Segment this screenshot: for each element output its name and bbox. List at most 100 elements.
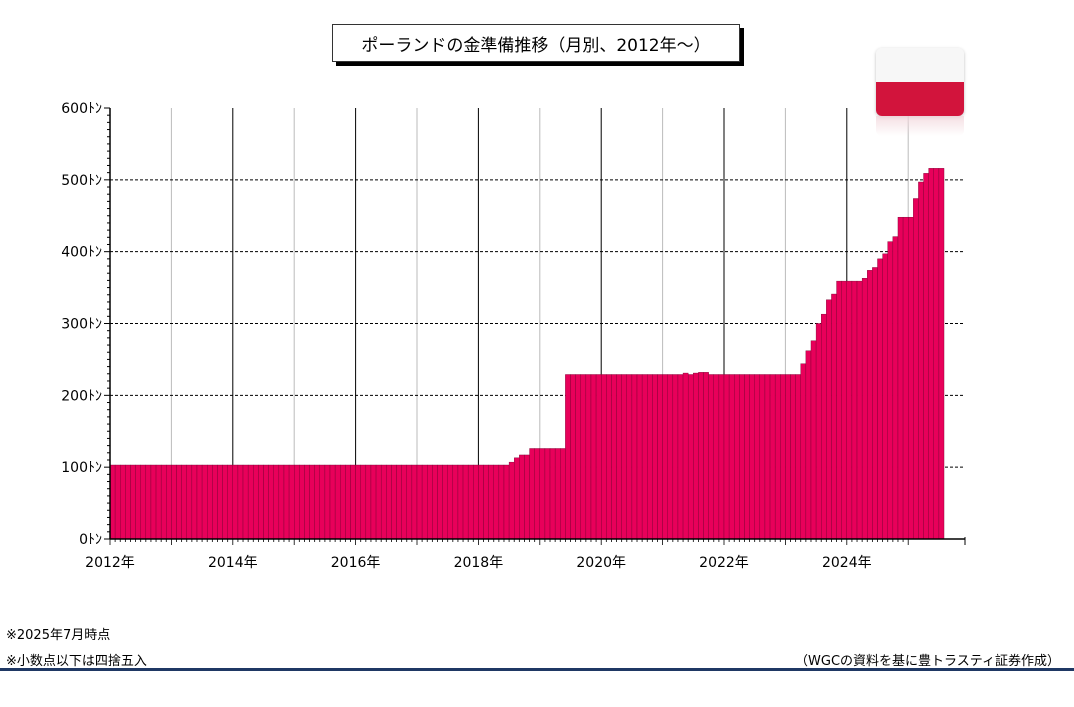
bar — [672, 374, 679, 540]
bar — [140, 464, 147, 540]
bar — [467, 464, 474, 540]
bar — [734, 374, 740, 540]
bar — [304, 464, 310, 540]
bar — [514, 457, 520, 540]
bar — [324, 464, 331, 540]
bar — [887, 241, 894, 540]
footer-rule — [0, 668, 1074, 671]
bar — [636, 374, 643, 540]
y-tick-label: 300ﾄﾝ — [61, 317, 102, 333]
bar — [416, 464, 423, 540]
bar — [902, 216, 909, 540]
bar — [657, 374, 663, 540]
bar — [191, 464, 198, 540]
bar — [309, 464, 315, 540]
bar — [314, 464, 320, 540]
bar — [723, 374, 730, 540]
bar — [923, 173, 929, 540]
bar — [334, 464, 341, 540]
bar — [913, 198, 919, 540]
bar — [590, 374, 597, 540]
bar — [237, 464, 244, 540]
bar — [877, 258, 883, 540]
bar — [667, 374, 674, 540]
bar — [242, 464, 249, 540]
bar — [299, 464, 305, 540]
bar — [764, 374, 771, 540]
bar — [232, 464, 239, 540]
bar — [565, 374, 571, 540]
bar — [283, 464, 290, 540]
bar — [626, 374, 633, 540]
flag-reflection — [876, 116, 964, 136]
chart-title: ポーランドの金準備推移（月別、2012年～） — [332, 24, 740, 62]
bar — [708, 374, 714, 540]
bar — [160, 464, 167, 540]
bar — [442, 464, 448, 540]
bar — [263, 464, 269, 540]
bar — [529, 448, 535, 540]
bar — [815, 323, 822, 540]
bar — [585, 374, 592, 540]
bar — [918, 181, 924, 540]
bar — [114, 464, 121, 540]
bar — [201, 464, 208, 540]
bar — [488, 464, 494, 540]
bar — [462, 464, 469, 540]
bar — [933, 168, 940, 540]
bar — [595, 374, 602, 540]
bar — [452, 464, 459, 540]
bar — [391, 464, 397, 540]
bar — [682, 372, 689, 540]
bar — [744, 374, 750, 540]
bar — [856, 280, 863, 540]
x-tick-label: 2014年 — [208, 555, 258, 571]
bar — [774, 374, 781, 540]
bar — [253, 464, 259, 540]
bar — [928, 168, 934, 540]
x-tick-label: 2020年 — [576, 555, 626, 571]
y-tick-label: 0ﾄﾝ — [79, 532, 102, 548]
bar — [693, 372, 699, 540]
bar — [892, 236, 899, 540]
bar — [544, 448, 551, 540]
bar — [759, 374, 766, 540]
bar — [457, 464, 464, 540]
bar — [360, 464, 367, 540]
chart-axes — [104, 107, 966, 545]
bar — [713, 374, 720, 540]
x-axis-labels: 2012年 2014年 2016年 2018年 2020年 2022年 2024年 — [85, 555, 871, 571]
bar — [631, 374, 638, 540]
bar — [554, 448, 561, 540]
bar — [166, 464, 172, 540]
bar — [273, 464, 280, 540]
source-credit: （WGCの資料を基に豊トラスティ証券作成） — [795, 654, 1060, 669]
bar — [872, 267, 878, 540]
bar — [549, 448, 556, 540]
bar — [493, 464, 500, 540]
bar — [570, 374, 576, 540]
x-tick-label: 2024年 — [822, 555, 872, 571]
bar — [345, 464, 351, 540]
bar — [539, 448, 546, 540]
bar — [800, 363, 807, 540]
bar — [524, 454, 530, 540]
bar — [150, 464, 157, 540]
bar — [580, 374, 587, 540]
bar — [641, 374, 648, 540]
bar — [145, 464, 152, 540]
bar — [483, 464, 489, 540]
bar — [427, 464, 433, 540]
bar — [340, 464, 346, 540]
bar — [227, 464, 234, 540]
poland-flag-icon — [876, 48, 964, 116]
bar — [851, 280, 858, 540]
bar — [621, 374, 627, 540]
bar — [155, 464, 162, 540]
bar — [386, 464, 392, 540]
bar — [938, 168, 945, 540]
bar — [861, 278, 868, 540]
bar — [447, 464, 454, 540]
y-tick-label: 200ﾄﾝ — [61, 388, 102, 404]
